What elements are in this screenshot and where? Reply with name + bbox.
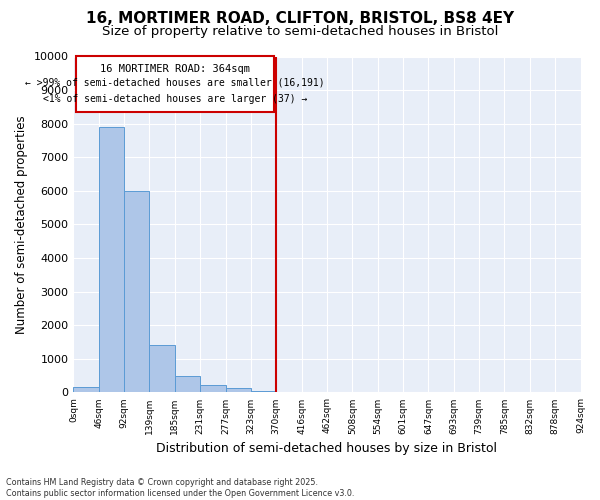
Text: Size of property relative to semi-detached houses in Bristol: Size of property relative to semi-detach… xyxy=(102,25,498,38)
Text: Contains HM Land Registry data © Crown copyright and database right 2025.
Contai: Contains HM Land Registry data © Crown c… xyxy=(6,478,355,498)
Text: ← >99% of semi-detached houses are smaller (16,191): ← >99% of semi-detached houses are small… xyxy=(25,78,325,88)
Bar xyxy=(149,346,175,393)
Bar xyxy=(175,376,200,392)
Bar xyxy=(76,56,274,112)
Bar xyxy=(124,191,149,392)
Bar xyxy=(226,388,251,392)
Text: 16 MORTIMER ROAD: 364sqm: 16 MORTIMER ROAD: 364sqm xyxy=(100,64,250,74)
Bar xyxy=(99,127,124,392)
Bar xyxy=(73,388,99,392)
Bar xyxy=(200,385,226,392)
X-axis label: Distribution of semi-detached houses by size in Bristol: Distribution of semi-detached houses by … xyxy=(157,442,497,455)
Text: 16, MORTIMER ROAD, CLIFTON, BRISTOL, BS8 4EY: 16, MORTIMER ROAD, CLIFTON, BRISTOL, BS8… xyxy=(86,11,514,26)
Text: <1% of semi-detached houses are larger (37) →: <1% of semi-detached houses are larger (… xyxy=(43,94,307,104)
Y-axis label: Number of semi-detached properties: Number of semi-detached properties xyxy=(15,115,28,334)
